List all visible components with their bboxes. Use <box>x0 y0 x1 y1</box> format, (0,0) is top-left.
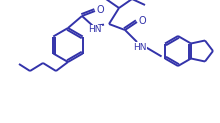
Text: HN: HN <box>133 43 147 52</box>
Text: HN: HN <box>88 25 102 34</box>
Text: O: O <box>138 16 146 26</box>
Text: O: O <box>96 5 104 15</box>
